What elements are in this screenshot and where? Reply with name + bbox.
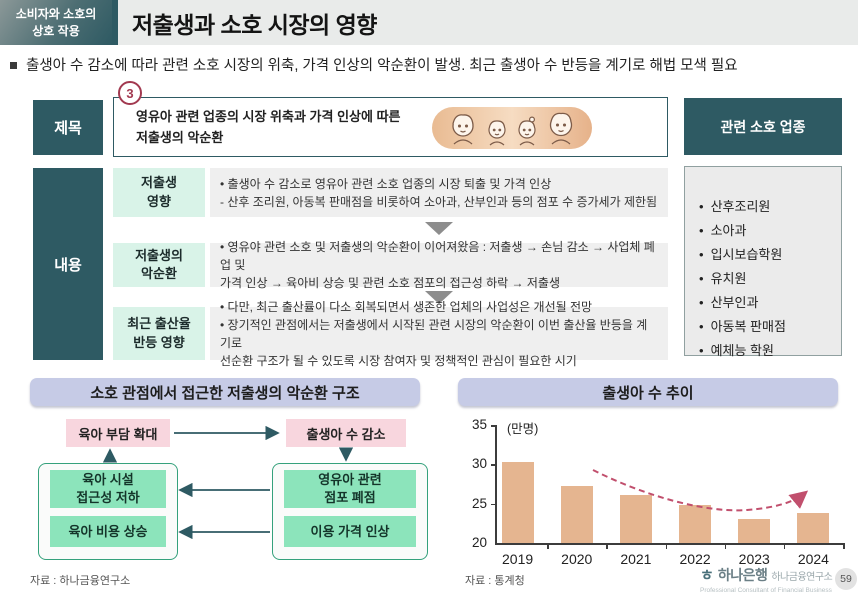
list-item: • 유치원 <box>699 271 747 287</box>
x-tick-label: 2023 <box>738 551 770 567</box>
row-header-title: 제목 <box>33 100 103 155</box>
node-cost-rise: 육아 비용 상승 <box>50 516 166 547</box>
bullet-icon: • <box>699 343 704 359</box>
bank-name: 하나은행 <box>717 567 768 583</box>
list-item: • 소아과 <box>699 223 747 239</box>
chart-title: 출생아 수 추이 <box>458 378 838 406</box>
bullet-icon: • <box>699 295 704 311</box>
node-price-increase: 이용 가격 인상 <box>284 516 416 547</box>
list-item: • 입시보습학원 <box>699 247 783 263</box>
annotation-number: 3 <box>118 81 142 105</box>
title-content-box: 영유아 관련 업종의 시장 위축과 가격 인상에 따른 저출생의 악순환 <box>113 97 668 157</box>
birth-trend-chart: (만명) 2019 2020 2021 2022 2023 2024 35 30 25 20 <box>455 410 855 570</box>
related-industries-header: 관련 소호 업종 <box>684 98 842 155</box>
chart-plot <box>488 425 843 543</box>
y-axis-tick <box>491 503 496 506</box>
x-axis-tick <box>547 544 549 549</box>
chart-unit-label: (만명) <box>507 422 539 436</box>
row-body-rebound-impact: • 다만, 최근 출산률이 다소 회복되면서 생존한 업체의 사업성은 개선될 … <box>210 300 668 368</box>
chart-bar-2019 <box>501 462 534 543</box>
row-label-rebound-impact: 최근 출산율 반등 영향 <box>113 307 205 360</box>
bullet-icon: • <box>699 223 704 239</box>
x-axis-tick <box>606 544 608 549</box>
badge-accent-strip <box>112 0 118 45</box>
y-axis <box>495 425 497 543</box>
chart-bar-2021 <box>619 495 652 543</box>
square-bullet-icon <box>10 62 17 69</box>
x-tick-label: 2024 <box>797 551 829 567</box>
hana-bank-logo-icon: ㅎ <box>700 567 714 584</box>
diagram-source: 자료 : 하나금융연구소 <box>30 575 131 587</box>
list-item: • 산후조리원 <box>699 199 771 214</box>
footer-logo: ㅎ 하나은행 하나금융연구소 Professional Consultant o… <box>700 564 840 594</box>
row-body-vicious-cycle: • 영유야 관련 소호 및 저출생의 악순환이 이어져왔음 : 저출생 → 손님… <box>210 240 668 290</box>
diagram-title: 소호 관점에서 접근한 저출생의 악순환 구조 <box>30 378 420 406</box>
x-axis <box>495 543 845 545</box>
page-number: 59 <box>835 568 857 590</box>
x-axis-tick <box>843 544 845 549</box>
down-arrow-icon <box>425 291 453 304</box>
x-tick-label: 2022 <box>679 551 711 567</box>
list-item: • 산부인과 <box>699 295 759 311</box>
node-parenting-burden: 육아 부담 확대 <box>66 419 170 447</box>
chart-bar-2020 <box>560 486 593 543</box>
y-tick-label: 35 <box>471 417 487 432</box>
section-badge: 소비자와 소호의 상호 작용 <box>0 0 112 45</box>
bullet-icon: • <box>699 271 704 287</box>
y-tick-label: 30 <box>471 456 487 472</box>
bullet-icon: • <box>699 199 704 214</box>
list-item: • 예체능 학원 <box>699 343 774 359</box>
x-tick-label: 2021 <box>620 551 652 567</box>
node-store-closure: 영유아 관련 점포 폐점 <box>284 470 416 508</box>
title-content-text: 영유아 관련 업종의 시장 위축과 가격 인상에 따른 저출생의 악순환 <box>136 109 401 145</box>
x-axis-tick <box>665 544 667 549</box>
y-tick-label: 25 <box>471 495 487 511</box>
x-axis-tick <box>783 544 786 549</box>
y-axis-tick <box>491 425 496 427</box>
institute-name: 하나금융연구소 <box>771 572 833 583</box>
header-band <box>0 0 858 45</box>
row-body-birth-impact: • 출생아 수 감소로 영유아 관련 소호 업종의 시장 퇴출 및 가격 인상 … <box>210 168 668 217</box>
x-tick-label: 2020 <box>561 551 593 567</box>
bullet-icon: • <box>699 319 704 335</box>
summary-line: 출생아 수 감소에 따라 관련 소호 시장의 위축, 가격 인상의 악순환이 발… <box>10 56 850 76</box>
down-arrow-icon <box>425 222 453 235</box>
summary-text: 출생아 수 감소에 따라 관련 소호 시장의 위축, 가격 인상의 악순환이 발… <box>26 58 738 74</box>
logo-tagline: Professional Consultant of Financial Bus… <box>700 587 832 594</box>
x-axis-tick <box>724 544 727 549</box>
y-tick-label: 20 <box>471 535 487 550</box>
y-axis-tick <box>491 464 496 466</box>
row-label-birth-impact: 저출생 영향 <box>113 168 205 217</box>
row-label-vicious-cycle: 저출생의 악순환 <box>113 243 205 287</box>
chart-bar-2024 <box>797 513 830 543</box>
bullet-icon: • <box>699 247 704 263</box>
row-header-content: 내용 <box>33 168 103 360</box>
chart-source: 자료 : 통계청 <box>465 575 525 587</box>
x-tick-label: 2019 <box>502 551 534 567</box>
page-title: 저출생과 소호 시장의 영향 <box>132 11 377 38</box>
family-illustration <box>432 107 592 149</box>
node-facility-access: 육아 시설 접근성 저하 <box>50 470 166 508</box>
list-item: • 아동복 판매점 <box>699 319 786 335</box>
chart-bar-2022 <box>679 504 712 543</box>
related-industries-list: • 산후조리원 • 소아과 • 입시보습학원 • 유치원 • 산부인과 • 아동복 판매점 … <box>684 166 842 358</box>
node-births-decline: 출생아 수 감소 <box>286 419 406 447</box>
chart-bar-2023 <box>738 519 771 543</box>
